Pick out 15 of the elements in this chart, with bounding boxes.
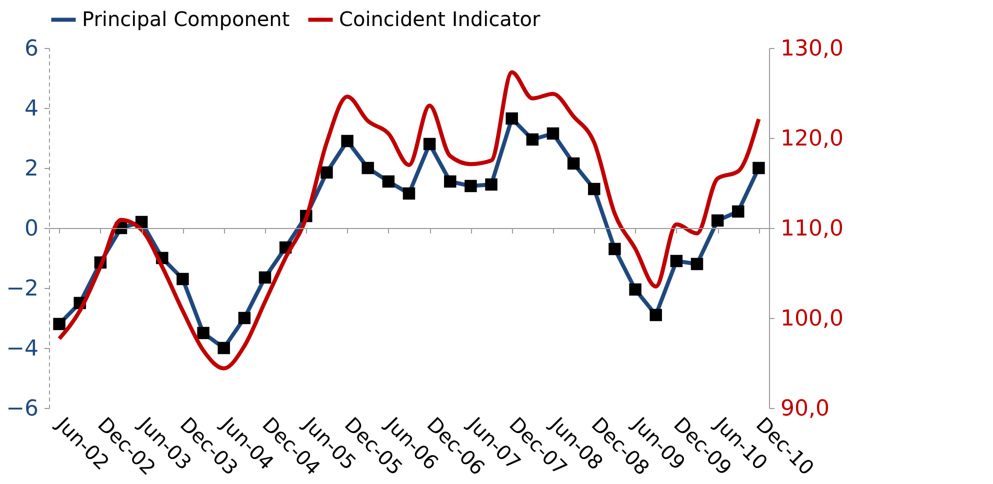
y-tick-label: 4	[24, 96, 38, 122]
legend-label: Coincident Indicator	[339, 6, 542, 31]
y-tick-label: −4	[6, 336, 38, 362]
y2-tick-label: 130,0	[780, 36, 844, 62]
y-tick-label: 2	[24, 156, 38, 182]
y2-tick-label: 110,0	[780, 216, 844, 242]
y-tick-label: 6	[24, 36, 38, 62]
y-tick-label: −6	[6, 396, 38, 422]
y2-tick-label: 90,0	[780, 396, 830, 422]
legend-label: Principal Component	[82, 6, 290, 31]
y-tick-label: 0	[24, 216, 38, 242]
y2-tick-label: 120,0	[780, 126, 844, 152]
y2-tick-label: 100,0	[780, 306, 844, 332]
y-tick-label: −2	[6, 276, 38, 302]
line-series	[57, 70, 761, 370]
